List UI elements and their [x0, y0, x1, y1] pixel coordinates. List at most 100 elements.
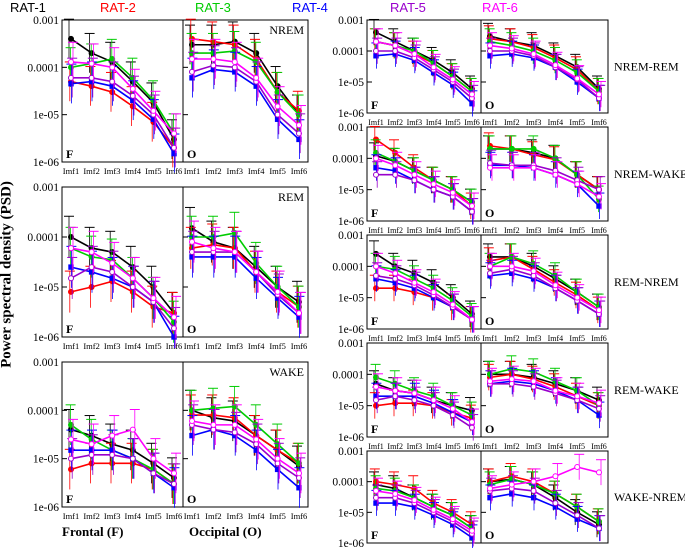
y-tick-label-nrem-wake: 0.001 [338, 122, 364, 134]
data-point-occipital-rat-6 [574, 393, 581, 400]
y-tick-label-rem-nrem: 0.0001 [332, 261, 364, 273]
data-point-frontal-rat-6 [68, 245, 74, 252]
series-line-frontal-rat-5 [376, 173, 473, 213]
state-title-rem: REM [278, 190, 304, 204]
data-point-frontal-rat-5 [449, 412, 456, 419]
x-tick-label-rem: Imf3 [227, 341, 244, 351]
series-line-frontal-rat-6 [70, 61, 175, 135]
x-tick-label-nrem-wake: Imf1 [482, 226, 498, 235]
data-point-frontal-rat-6 [150, 107, 157, 114]
data-point-frontal-rat-6 [373, 487, 379, 494]
panel-frame-rem [61, 186, 309, 338]
data-point-occipital-rat-3 [508, 145, 515, 152]
x-tick-label-nrem: Imf4 [248, 166, 265, 176]
x-tick-label-rem-wake: Imf4 [426, 442, 442, 451]
x-tick-label-rem-wake: Imf1 [368, 442, 384, 451]
frontal-label-rem-nrem: F [371, 314, 378, 328]
series-line-occipital-rat-5 [490, 50, 600, 99]
data-point-occipital-rat-6 [596, 193, 602, 200]
series-line-frontal-rat-3 [375, 265, 473, 318]
series-line-occipital-rat-3 [490, 148, 600, 200]
y-tick-label-rem-wake: 0.001 [338, 338, 364, 350]
data-point-occipital-rat-6 [552, 473, 559, 480]
series-line-frontal-rat-1 [375, 31, 473, 90]
x-tick-label-rem: Imf1 [63, 341, 80, 351]
y-tick-label-nrem-wake: 1e-06 [338, 216, 364, 228]
series-line-occipital-rat-4 [489, 380, 600, 416]
x-tick-label-wake: Imf6 [166, 511, 183, 521]
x-tick-label-nrem: Imf6 [291, 166, 308, 176]
series-line-occipital-rat-6 [191, 241, 300, 314]
data-point-occipital-rat-6 [574, 464, 581, 471]
series-line-occipital-rat-6 [490, 166, 600, 198]
data-point-occipital-rat-6 [552, 282, 559, 289]
y-tick-label-rem: 1e-06 [33, 332, 59, 344]
legend-rat-4: RAT-4 [292, 0, 328, 15]
data-point-occipital-rat-5 [530, 487, 537, 494]
x-tick-label-rem-wake: Imf4 [548, 442, 564, 451]
series-line-frontal-rat-4 [375, 53, 473, 105]
data-point-frontal-rat-6 [150, 295, 157, 302]
data-point-frontal-rat-5 [411, 177, 418, 184]
y-tick-label-nrem-wake: 0.0001 [332, 153, 364, 165]
series-line-occipital-rat-2 [192, 414, 300, 465]
y-tick-label-rem-nrem: 1e-05 [338, 293, 364, 305]
data-point-occipital-rat-5 [574, 512, 581, 519]
x-tick-label-rem-nrem: Imf6 [591, 334, 607, 343]
series-line-occipital-rat-6 [490, 265, 600, 311]
data-point-occipital-rat-6 [296, 310, 302, 317]
data-point-occipital-rat-6 [189, 418, 195, 425]
x-tick-label-wake: Imf3 [104, 511, 121, 521]
frontal-label-nrem: F [66, 147, 73, 161]
x-tick-label-nrem-rem: Imf1 [482, 118, 498, 127]
data-point-frontal-rat-6 [88, 441, 95, 448]
data-point-frontal-rat-6 [430, 289, 437, 296]
x-tick-label-wake: Imf4 [125, 511, 142, 521]
series-line-frontal-rat-5 [375, 274, 473, 321]
x-tick-label-rem-wake: Imf3 [526, 442, 542, 451]
x-tick-label-rem-nrem: Imf4 [426, 334, 442, 343]
series-line-occipital-rat-3 [192, 50, 300, 116]
data-point-occipital-rat-6 [274, 288, 281, 295]
x-tick-label-rem-nrem: Imf3 [526, 334, 542, 343]
data-point-frontal-rat-5 [88, 74, 95, 81]
data-point-occipital-rat-5 [552, 500, 559, 507]
series-line-frontal-rat-2 [375, 480, 473, 526]
y-tick-label-wake-nrem: 1e-05 [338, 507, 364, 519]
x-tick-label-rem-nrem: Imf3 [407, 334, 423, 343]
data-point-occipital-rat-6 [487, 164, 493, 171]
series-line-frontal-rat-1 [70, 38, 175, 140]
data-point-occipital-rat-3 [552, 155, 559, 162]
x-tick-label-nrem-rem: Imf6 [591, 118, 607, 127]
data-point-frontal-rat-5 [373, 272, 379, 279]
panel-frame-wake-nrem [366, 450, 609, 544]
data-point-frontal-rat-6 [411, 51, 418, 58]
data-point-occipital-rat-5 [530, 383, 537, 390]
series-line-frontal-rat-5 [71, 77, 175, 149]
data-point-occipital-rat-6 [530, 164, 537, 171]
data-point-occipital-rat-6 [253, 74, 260, 81]
data-point-occipital-rat-6 [487, 485, 493, 492]
series-line-frontal-rat-6 [375, 157, 473, 207]
data-point-frontal-rat-6 [129, 275, 136, 282]
series-line-occipital-rat-5 [489, 162, 600, 191]
series-line-frontal-rat-5 [376, 496, 473, 535]
data-point-occipital-rat-6 [231, 58, 238, 65]
data-point-frontal-rat-5 [129, 92, 136, 99]
data-point-frontal-rat-5 [373, 397, 379, 404]
series-line-occipital-rat-4 [192, 256, 300, 318]
series-line-frontal-rat-6 [70, 428, 175, 474]
frontal-footer-label: Frontal (F) [62, 524, 124, 539]
x-tick-label-nrem: Imf2 [83, 166, 100, 176]
x-tick-label-wake: Imf5 [269, 511, 286, 521]
data-point-frontal-rat-6 [430, 397, 437, 404]
data-point-frontal-rat-5 [171, 325, 177, 332]
x-tick-label-nrem-wake: Imf6 [464, 226, 480, 235]
data-point-frontal-rat-6 [171, 470, 177, 477]
data-point-frontal-rat-5 [411, 397, 418, 404]
data-point-frontal-rat-5 [150, 470, 157, 477]
data-point-frontal-rat-6 [88, 60, 95, 67]
x-tick-label-rem-nrem: Imf1 [482, 334, 498, 343]
data-point-frontal-rat-4 [68, 81, 74, 87]
data-point-frontal-rat-6 [469, 316, 475, 323]
